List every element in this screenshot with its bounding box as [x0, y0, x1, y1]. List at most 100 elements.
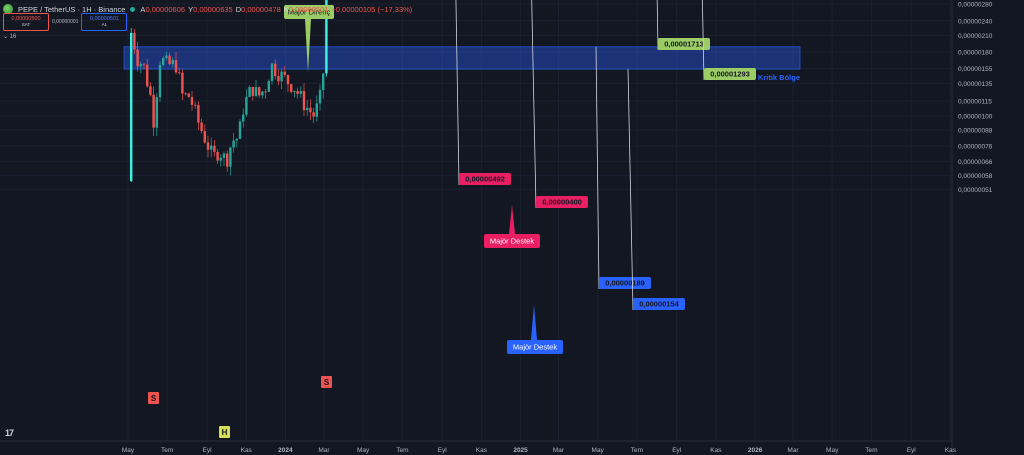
- candle[interactable]: [261, 90, 264, 99]
- candle[interactable]: [165, 51, 168, 61]
- ohlc-value: 0,00000478: [241, 4, 281, 14]
- candle[interactable]: [168, 52, 171, 66]
- pattern-marker[interactable]: [321, 376, 332, 388]
- candle[interactable]: [318, 84, 322, 111]
- candle[interactable]: [238, 119, 242, 140]
- candle[interactable]: [129, 28, 133, 183]
- callout-box[interactable]: [284, 5, 334, 19]
- price-label-box[interactable]: [536, 196, 588, 208]
- pattern-marker[interactable]: [219, 426, 230, 438]
- candle[interactable]: [321, 72, 325, 99]
- candle[interactable]: [174, 52, 178, 75]
- callout-box[interactable]: [484, 234, 540, 248]
- candle[interactable]: [299, 86, 303, 98]
- candle[interactable]: [181, 69, 184, 101]
- price-axis[interactable]: [952, 0, 1024, 455]
- candle-body: [280, 71, 283, 82]
- candle-body: [222, 153, 226, 158]
- candle[interactable]: [133, 29, 136, 54]
- candle[interactable]: [209, 137, 213, 158]
- candle[interactable]: [241, 108, 245, 128]
- candle[interactable]: [325, 0, 328, 77]
- candle[interactable]: [245, 89, 248, 117]
- candle[interactable]: [264, 88, 267, 99]
- candle[interactable]: [267, 79, 271, 92]
- candle[interactable]: [158, 61, 162, 102]
- candle[interactable]: [251, 86, 255, 101]
- candle-body: [219, 157, 223, 161]
- indicators-toggle[interactable]: ⌄ 16: [3, 33, 16, 40]
- buy-button[interactable]: 0,00000501 AL: [81, 13, 128, 31]
- candle[interactable]: [190, 91, 194, 111]
- candle[interactable]: [200, 118, 203, 134]
- callout-box[interactable]: [507, 340, 563, 354]
- blue-critical-zone[interactable]: [123, 46, 801, 70]
- callout-text: Majör Destek: [490, 237, 534, 246]
- candle[interactable]: [315, 95, 319, 122]
- candle[interactable]: [257, 86, 261, 98]
- candle[interactable]: [289, 83, 293, 94]
- candle[interactable]: [235, 137, 239, 148]
- pattern-marker[interactable]: [148, 392, 159, 404]
- candle-body: [241, 114, 245, 122]
- candle[interactable]: [302, 83, 306, 116]
- candle-body: [174, 60, 178, 73]
- candle[interactable]: [152, 86, 155, 137]
- candle[interactable]: [286, 74, 290, 92]
- candle[interactable]: [193, 101, 197, 109]
- candle[interactable]: [277, 69, 280, 86]
- time-tick-label: May: [826, 447, 839, 454]
- candle[interactable]: [309, 99, 312, 121]
- candle-body: [152, 94, 155, 128]
- candle[interactable]: [270, 62, 274, 85]
- candle[interactable]: [206, 135, 210, 158]
- candle[interactable]: [187, 92, 191, 98]
- candle[interactable]: [216, 148, 219, 164]
- price-label-box[interactable]: [658, 38, 710, 50]
- candle[interactable]: [197, 101, 200, 130]
- price-tick-label: 0,00000058: [958, 173, 993, 180]
- candle-body: [177, 72, 181, 74]
- time-tick-label: Kas: [476, 447, 488, 454]
- label-pointer: [701, 0, 705, 81]
- candle[interactable]: [219, 154, 223, 167]
- candle[interactable]: [273, 59, 277, 80]
- candle[interactable]: [177, 68, 181, 75]
- candle[interactable]: [312, 107, 315, 123]
- ohlc-key: Y: [188, 4, 194, 14]
- candle[interactable]: [222, 151, 226, 167]
- price-label-box[interactable]: [599, 277, 651, 289]
- price-label-box[interactable]: [633, 298, 685, 310]
- candle[interactable]: [142, 63, 146, 70]
- candle-body: [299, 91, 303, 94]
- candle[interactable]: [139, 61, 143, 74]
- candle[interactable]: [229, 146, 232, 176]
- price-label-box[interactable]: [704, 68, 756, 80]
- candle[interactable]: [296, 87, 299, 99]
- candle[interactable]: [213, 140, 216, 157]
- candle[interactable]: [136, 41, 139, 72]
- candle[interactable]: [248, 85, 251, 98]
- price-label-box[interactable]: [459, 173, 511, 185]
- candle-body: [305, 107, 309, 111]
- candle[interactable]: [283, 65, 287, 78]
- candle-body: [213, 145, 216, 152]
- candle[interactable]: [161, 55, 165, 67]
- candle[interactable]: [305, 99, 309, 117]
- tradingview-logo-icon[interactable]: 17: [5, 428, 14, 438]
- candle[interactable]: [225, 150, 229, 172]
- candle[interactable]: [149, 82, 152, 97]
- candle[interactable]: [145, 58, 149, 88]
- sell-button[interactable]: 0,00000500 SAT: [3, 13, 49, 31]
- candle[interactable]: [184, 92, 187, 96]
- candle[interactable]: [155, 93, 159, 137]
- candle[interactable]: [293, 90, 296, 98]
- candle[interactable]: [254, 79, 258, 98]
- time-tick-label: Mar: [318, 447, 330, 454]
- candle[interactable]: [280, 68, 283, 90]
- candle[interactable]: [203, 124, 207, 144]
- candle[interactable]: [171, 57, 175, 68]
- symbol-title[interactable]: PEPE / TetherUS · 1H · Binance: [18, 4, 126, 14]
- candle[interactable]: [232, 132, 235, 153]
